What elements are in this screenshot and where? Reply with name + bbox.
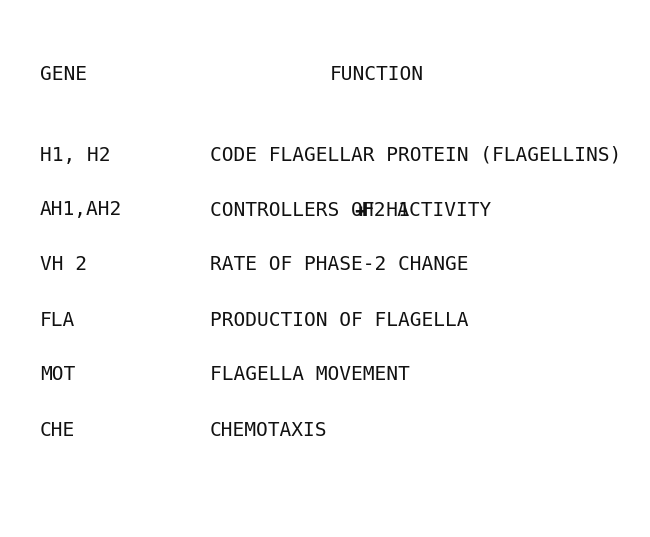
- Text: ✚: ✚: [354, 200, 366, 220]
- Text: GENE: GENE: [40, 66, 87, 84]
- Text: VH 2: VH 2: [40, 256, 87, 274]
- Text: FLA: FLA: [40, 310, 75, 330]
- Text: FLAGELLA MOVEMENT: FLAGELLA MOVEMENT: [210, 366, 410, 384]
- Text: CONTROLLERS OF H1: CONTROLLERS OF H1: [210, 200, 410, 220]
- Text: H2 ACTIVITY: H2 ACTIVITY: [361, 200, 491, 220]
- Text: MOT: MOT: [40, 366, 75, 384]
- Text: AH1,AH2: AH1,AH2: [40, 200, 122, 220]
- Text: CHEMOTAXIS: CHEMOTAXIS: [210, 420, 328, 439]
- Text: CHE: CHE: [40, 420, 75, 439]
- Text: H1, H2: H1, H2: [40, 146, 110, 164]
- Text: PRODUCTION OF FLAGELLA: PRODUCTION OF FLAGELLA: [210, 310, 469, 330]
- Text: FUNCTION: FUNCTION: [330, 66, 424, 84]
- Text: CODE FLAGELLAR PROTEIN (FLAGELLINS): CODE FLAGELLAR PROTEIN (FLAGELLINS): [210, 146, 621, 164]
- Text: RATE OF PHASE-2 CHANGE: RATE OF PHASE-2 CHANGE: [210, 256, 469, 274]
